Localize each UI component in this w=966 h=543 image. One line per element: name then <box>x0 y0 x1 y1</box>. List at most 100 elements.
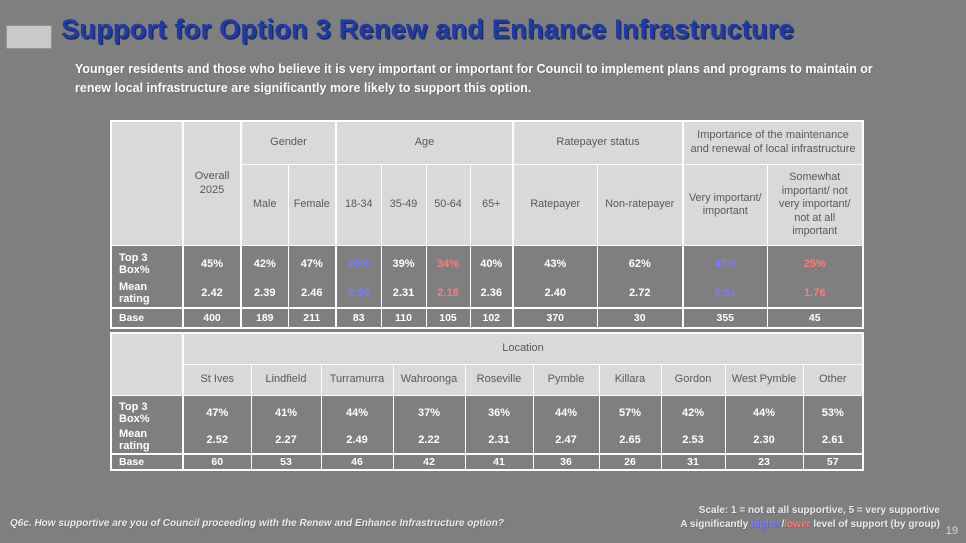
column-header: Other <box>802 364 864 396</box>
data-cell: 53 <box>250 453 322 471</box>
significance-higher: higher <box>751 518 782 530</box>
data-cell: 34% <box>425 245 471 279</box>
data-cell: 2.65 <box>598 427 662 455</box>
data-cell: 47% <box>182 395 252 427</box>
column-header-overall: Overall 2025 <box>182 120 242 246</box>
column-header: Non-ratepayer <box>596 164 684 246</box>
column-header: Killara <box>598 364 662 396</box>
group-header: Gender <box>240 120 337 165</box>
data-cell: 102 <box>469 307 514 329</box>
column-header: 50-64 <box>425 164 471 246</box>
data-cell: 189 <box>240 307 289 329</box>
data-cell: 2.52 <box>182 427 252 455</box>
data-cell: 110 <box>380 307 427 329</box>
data-cell: 45 <box>766 307 864 329</box>
row-label: Mean rating <box>110 427 184 455</box>
corner-cell <box>110 332 184 396</box>
data-cell: 2.18 <box>425 279 471 309</box>
data-cell: 57 <box>802 453 864 471</box>
data-cell: 2.30 <box>724 427 804 455</box>
data-cell: 2.46 <box>287 279 337 309</box>
row-label: Mean rating <box>110 279 184 309</box>
data-cell: 2.36 <box>469 279 514 309</box>
group-header: Ratepayer status <box>512 120 684 165</box>
column-header: St Ives <box>182 364 252 396</box>
data-cell: 2.51 <box>682 279 768 309</box>
row-label: Base <box>110 453 184 471</box>
corner-cell <box>110 120 184 246</box>
data-cell: 1.76 <box>766 279 864 309</box>
column-header: Lindfield <box>250 364 322 396</box>
data-cell: 83 <box>335 307 382 329</box>
column-header: Very important/ important <box>682 164 768 246</box>
significance-separator: / <box>781 518 785 530</box>
data-cell: 42% <box>660 395 726 427</box>
data-cell: 31 <box>660 453 726 471</box>
column-header: 18-34 <box>335 164 382 246</box>
data-cell: 40% <box>469 245 514 279</box>
data-cell: 53% <box>802 395 864 427</box>
data-cell: 47% <box>287 245 337 279</box>
column-header: Wahroonga <box>392 364 466 396</box>
significance-prefix: A significantly <box>680 518 752 530</box>
significance-suffix: level of support (by group) <box>810 518 940 530</box>
data-cell: 2.42 <box>182 279 242 309</box>
data-cell: 25% <box>766 245 864 279</box>
data-cell: 2.40 <box>512 279 598 309</box>
legend: Scale: 1 = not at all supportive, 5 = ve… <box>680 504 940 531</box>
data-cell: 37% <box>392 395 466 427</box>
slide-subtitle: Younger residents and those who believe … <box>75 62 873 95</box>
data-cell: 2.61 <box>802 427 864 455</box>
data-cell: 2.53 <box>660 427 726 455</box>
data-cell: 60 <box>182 453 252 471</box>
data-cell: 2.47 <box>532 427 600 455</box>
group-header: Location <box>182 332 864 365</box>
question-note: Q6c. How supportive are you of Council p… <box>10 518 504 529</box>
location-table: Location St Ives Lindfield Turramurra Wahroo… <box>110 332 864 471</box>
data-cell: 70% <box>335 245 382 279</box>
column-header: Male <box>240 164 289 246</box>
data-cell: 62% <box>596 245 684 279</box>
data-cell: 2.96 <box>335 279 382 309</box>
data-cell: 41 <box>464 453 534 471</box>
row-label: Base <box>110 307 184 329</box>
data-cell: 36% <box>464 395 534 427</box>
data-cell: 400 <box>182 307 242 329</box>
data-cell: 45% <box>182 245 242 279</box>
column-header: Gordon <box>660 364 726 396</box>
data-cell: 39% <box>380 245 427 279</box>
column-header: Pymble <box>532 364 600 396</box>
data-cell: 2.72 <box>596 279 684 309</box>
data-cell: 44% <box>532 395 600 427</box>
title-accent-bar <box>6 25 52 49</box>
data-cell: 2.39 <box>240 279 289 309</box>
data-cell: 44% <box>320 395 394 427</box>
data-cell: 211 <box>287 307 337 329</box>
column-header: Turramurra <box>320 364 394 396</box>
data-cell: 42 <box>392 453 466 471</box>
location-table-container: Location St Ives Lindfield Turramurra Wahroo… <box>110 332 864 471</box>
data-cell: 2.49 <box>320 427 394 455</box>
column-header: Ratepayer <box>512 164 598 246</box>
data-cell: 46 <box>320 453 394 471</box>
data-cell: 44% <box>724 395 804 427</box>
data-cell: 2.27 <box>250 427 322 455</box>
data-cell: 355 <box>682 307 768 329</box>
column-header: Roseville <box>464 364 534 396</box>
significance-note: A significantly higher/lower level of su… <box>680 518 940 532</box>
significance-lower: lower <box>784 518 811 530</box>
scale-note: Scale: 1 = not at all supportive, 5 = ve… <box>698 505 940 516</box>
data-cell: 36 <box>532 453 600 471</box>
row-label: Top 3 Box% <box>110 245 184 279</box>
row-label: Top 3 Box% <box>110 395 184 427</box>
data-cell: 105 <box>425 307 471 329</box>
slide-title: Support for Option 3 Renew and Enhance I… <box>61 14 794 44</box>
demographics-table-container: Overall 2025 Gender Age Ratepayer status Imp… <box>110 120 864 329</box>
data-cell: 41% <box>250 395 322 427</box>
data-cell: 2.22 <box>392 427 466 455</box>
data-cell: 23 <box>724 453 804 471</box>
column-header: Female <box>287 164 337 246</box>
data-cell: 57% <box>598 395 662 427</box>
column-header: 65+ <box>469 164 514 246</box>
